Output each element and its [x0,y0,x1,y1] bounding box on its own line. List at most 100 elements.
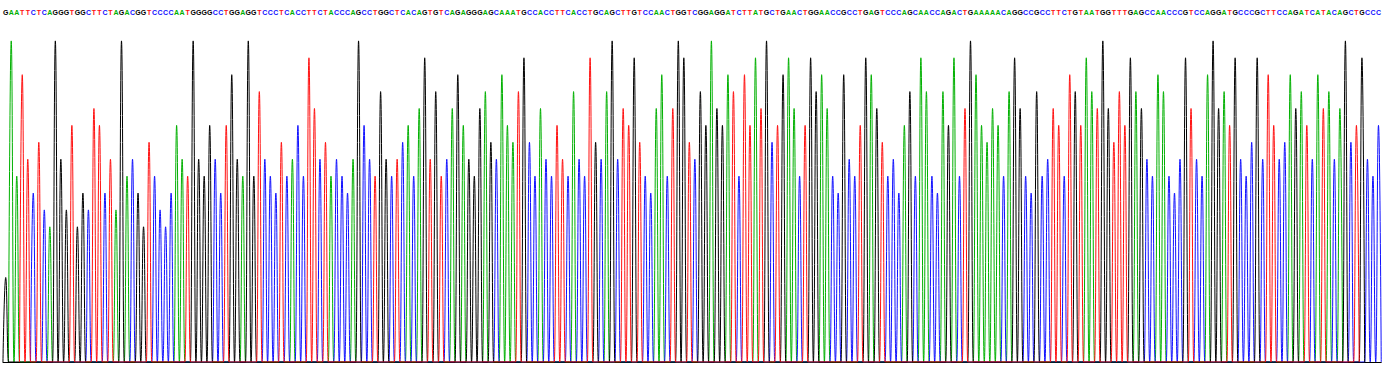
svg-text:T: T [20,9,25,16]
svg-text:A: A [1089,9,1094,16]
svg-text:C: C [847,9,852,16]
svg-text:C: C [1244,9,1249,16]
svg-text:A: A [483,9,488,16]
svg-text:A: A [902,9,907,16]
svg-text:C: C [1249,9,1254,16]
svg-text:C: C [1045,9,1050,16]
svg-text:C: C [836,9,841,16]
svg-text:A: A [571,9,576,16]
svg-text:A: A [1222,9,1227,16]
svg-text:G: G [1073,9,1079,16]
svg-text:A: A [825,9,830,16]
svg-text:C: C [648,9,653,16]
svg-text:T: T [555,9,560,16]
svg-text:C: C [830,9,835,16]
svg-text:C: C [852,9,857,16]
svg-text:A: A [786,9,791,16]
svg-text:C: C [130,9,135,16]
svg-text:C: C [1310,9,1315,16]
svg-text:A: A [417,9,422,16]
svg-text:A: A [9,9,14,16]
svg-text:C: C [42,9,47,16]
svg-text:A: A [792,9,797,16]
svg-text:C: C [891,9,896,16]
svg-text:C: C [1029,9,1034,16]
svg-text:A: A [979,9,984,16]
svg-text:C: C [345,9,350,16]
svg-text:C: C [1166,9,1171,16]
svg-text:T: T [742,9,747,16]
svg-text:C: C [577,9,582,16]
svg-text:T: T [1117,9,1122,16]
svg-text:C: C [152,9,157,16]
svg-text:C: C [736,9,741,16]
svg-text:G: G [64,9,70,16]
svg-text:G: G [1183,9,1189,16]
svg-text:G: G [631,9,637,16]
svg-text:C: C [295,9,300,16]
svg-text:A: A [940,9,945,16]
svg-text:C: C [896,9,901,16]
svg-text:A: A [406,9,411,16]
svg-text:G: G [1106,9,1112,16]
svg-text:C: C [549,9,554,16]
svg-text:A: A [1084,9,1089,16]
svg-text:A: A [1288,9,1293,16]
svg-text:G: G [422,9,428,16]
svg-text:C: C [1332,9,1337,16]
svg-text:A: A [869,9,874,16]
svg-text:A: A [654,9,659,16]
svg-text:A: A [973,9,978,16]
svg-text:C: C [367,9,372,16]
svg-text:A: A [290,9,295,16]
svg-text:C: C [1001,9,1006,16]
svg-text:C: C [273,9,278,16]
svg-text:A: A [753,9,758,16]
svg-text:A: A [328,9,333,16]
svg-text:A: A [1205,9,1210,16]
svg-text:C: C [1172,9,1177,16]
svg-text:A: A [240,9,245,16]
svg-text:C: C [692,9,697,16]
svg-text:C: C [389,9,394,16]
svg-text:A: A [819,9,824,16]
svg-text:C: C [163,9,168,16]
svg-text:A: A [1337,9,1342,16]
svg-text:G: G [251,9,257,16]
svg-text:A: A [659,9,664,16]
svg-text:T: T [1051,9,1056,16]
svg-text:C: C [527,9,532,16]
svg-text:A: A [47,9,52,16]
svg-text:C: C [334,9,339,16]
svg-text:A: A [538,9,543,16]
svg-text:A: A [604,9,609,16]
svg-text:C: C [935,9,940,16]
svg-text:C: C [1376,9,1381,16]
svg-text:A: A [990,9,995,16]
svg-text:C: C [218,9,223,16]
svg-text:A: A [174,9,179,16]
svg-text:A: A [996,9,1001,16]
svg-text:G: G [874,9,880,16]
svg-text:C: C [1282,9,1287,16]
svg-text:C: C [1238,9,1243,16]
svg-text:A: A [351,9,356,16]
svg-text:C: C [1260,9,1265,16]
svg-text:G: G [141,9,147,16]
svg-text:C: C [1277,9,1282,16]
svg-text:C: C [885,9,890,16]
svg-text:A: A [918,9,923,16]
svg-text:A: A [725,9,730,16]
svg-text:C: C [1200,9,1205,16]
svg-text:G: G [433,9,439,16]
svg-text:A: A [1326,9,1331,16]
svg-text:C: C [929,9,934,16]
svg-text:T: T [621,9,626,16]
svg-text:C: C [102,9,107,16]
svg-text:A: A [124,9,129,16]
svg-text:C: C [1177,9,1182,16]
svg-text:C: C [643,9,648,16]
svg-text:A: A [1133,9,1138,16]
svg-text:A: A [505,9,510,16]
svg-text:C: C [615,9,620,16]
